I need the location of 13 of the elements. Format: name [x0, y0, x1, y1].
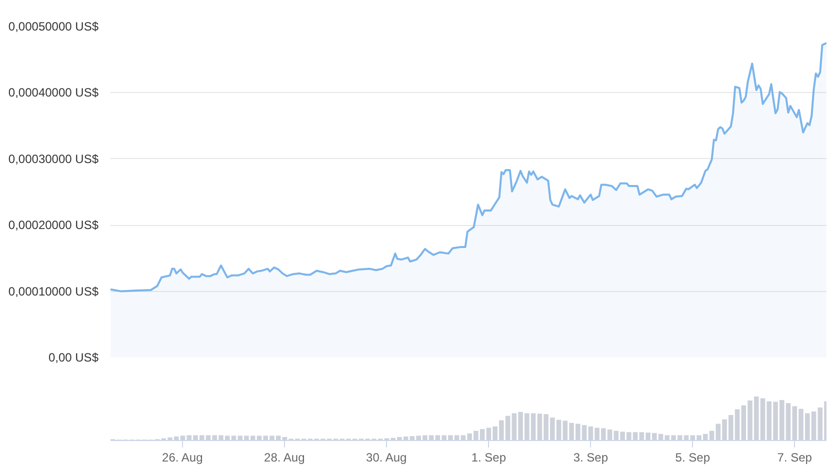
y-tick-label: 0,00020000 US$ — [8, 218, 99, 232]
y-tick-label: 0,00050000 US$ — [8, 20, 99, 34]
x-tick-label: 26. Aug — [162, 450, 203, 464]
x-tick-label: 28. Aug — [264, 450, 305, 464]
x-tick-label: 3. Sep — [573, 450, 608, 464]
x-tick-label: 1. Sep — [471, 450, 506, 464]
x-tick-label: 7. Sep — [777, 450, 812, 464]
y-tick-label: 0,00040000 US$ — [8, 86, 99, 100]
y-tick-label: 0,00030000 US$ — [8, 152, 99, 166]
y-tick-label: 0,00 US$ — [48, 350, 99, 364]
y-tick-label: 0,00010000 US$ — [8, 284, 99, 298]
x-tick-label: 30. Aug — [366, 450, 407, 464]
x-tick-label: 5. Sep — [675, 450, 710, 464]
